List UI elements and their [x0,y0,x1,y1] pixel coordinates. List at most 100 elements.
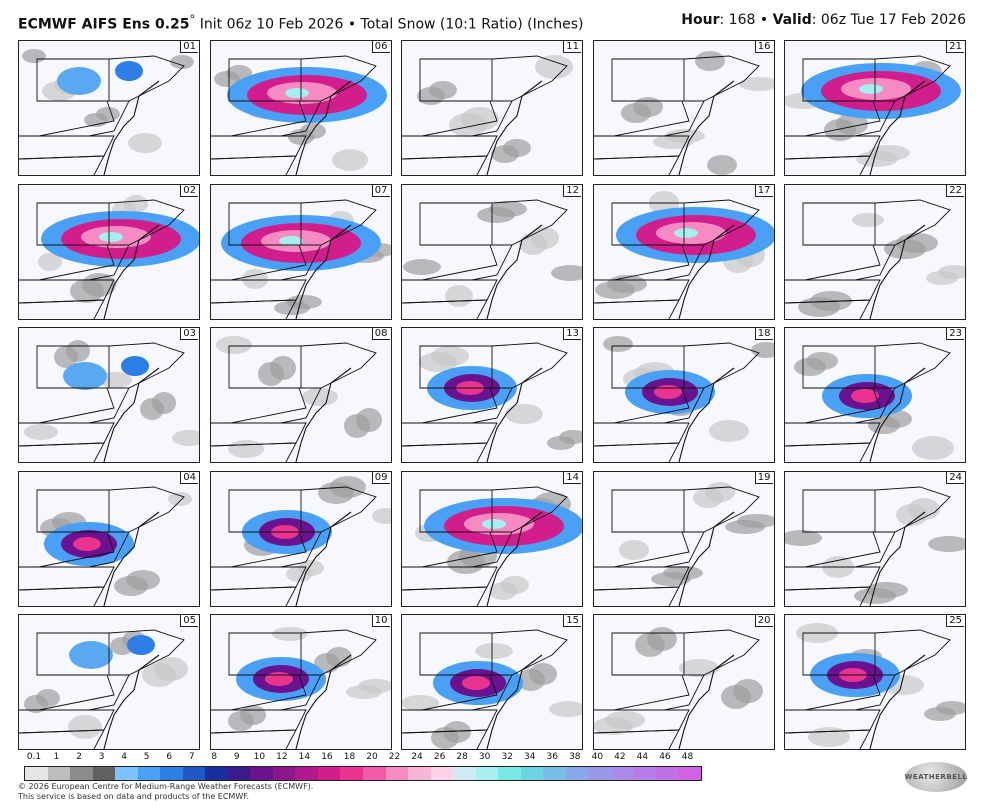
colorbar-label: 9 [233,752,240,762]
copyright-line-1: © 2026 European Centre for Medium-Range … [18,782,314,791]
snow-patch [692,487,723,508]
state-border [300,342,377,389]
coastline [103,511,160,606]
snow-patch [854,587,896,604]
colorbar-swatch [430,767,454,780]
hour-value: : 168 [719,12,756,28]
snow-map [785,199,965,319]
state-border [593,442,680,462]
valid-value: : 06z Tue 17 Feb 2026 [811,12,966,28]
state-border [402,299,488,319]
snow-patch [331,149,368,171]
snow-patch [68,715,102,739]
state-border [593,422,690,447]
snow-patch [706,155,737,175]
state-border [210,155,297,175]
snow-band [57,67,101,95]
state-border [19,566,115,590]
state-border [593,299,680,319]
snow-patch [618,539,649,560]
state-border [663,100,705,137]
member-panel: 20 [592,614,775,750]
colorbar-label: 30 [478,752,491,762]
snow-patch [798,296,840,317]
colorbar-swatch [317,767,341,780]
snow-patch [257,362,284,386]
coastline [103,654,160,749]
snow-patch [54,346,78,368]
coastline [103,80,160,175]
snow-patch [402,695,439,711]
member-panel: 22 [784,183,966,320]
snow-patch [403,258,441,275]
snow-patch [70,278,104,303]
snow-patch [852,212,884,227]
member-number: 18 [754,328,773,340]
state-border [471,244,513,280]
colorbar-label: 20 [366,752,378,762]
colorbar-label: 0.1 [26,752,42,762]
colorbar [24,766,702,781]
coastline [486,367,543,462]
member-panel: 13 [401,327,583,463]
snow-map [785,342,954,462]
colorbar-label: 38 [569,752,581,762]
colorbar-swatch [160,767,183,780]
snow-patch [720,685,751,709]
snow-patch [794,358,826,376]
snow-patch [884,238,926,259]
state-border [471,531,513,567]
snow-patch [491,145,519,163]
snow-patch [634,633,665,657]
snow-map [593,627,763,749]
member-panel: 10 [209,614,392,750]
state-border [613,244,690,280]
member-number: 01 [180,41,198,53]
member-number: 24 [946,471,964,484]
snow-patch [708,420,749,442]
colorbar-swatch [47,767,71,780]
snow-patch [808,727,850,747]
colorbar-swatch [678,767,701,780]
colorbar-swatch [633,767,656,780]
state-border [402,729,488,749]
snow-patch [140,398,164,420]
coastline [294,367,351,462]
snow-patch [519,232,547,255]
state-border [19,729,105,749]
snow-patch [213,71,240,87]
state-border [471,100,513,137]
coastline [677,80,734,175]
snow-patch [517,669,545,691]
colorbar-label: 40 [591,752,604,762]
state-border [421,100,498,137]
member-number: 04 [180,471,198,484]
state-border [402,155,488,175]
state-border [38,674,115,711]
title-bullet: • [347,16,357,33]
snow-patch [924,707,956,721]
state-border [402,442,488,462]
state-border [421,244,498,280]
member-number: 09 [371,471,390,484]
state-border [593,586,680,606]
colorbar-label: 14 [298,752,311,762]
member-panel: 23 [784,327,966,463]
state-border [88,100,130,137]
snow-patch [419,352,457,372]
colorbar-swatch [362,767,386,780]
coastline [294,224,351,319]
state-border [280,100,322,137]
state-border [402,422,498,447]
snow-map [785,55,961,175]
snow-band [99,231,123,242]
member-number: 14 [563,471,581,484]
colorbar-swatch [295,767,318,780]
snow-patch [345,685,382,699]
snow-patch [227,440,264,458]
state-border [280,674,322,711]
snow-patch [24,424,58,440]
snow-map [210,336,382,462]
snow-patch [750,342,774,358]
member-number: 17 [754,184,773,197]
